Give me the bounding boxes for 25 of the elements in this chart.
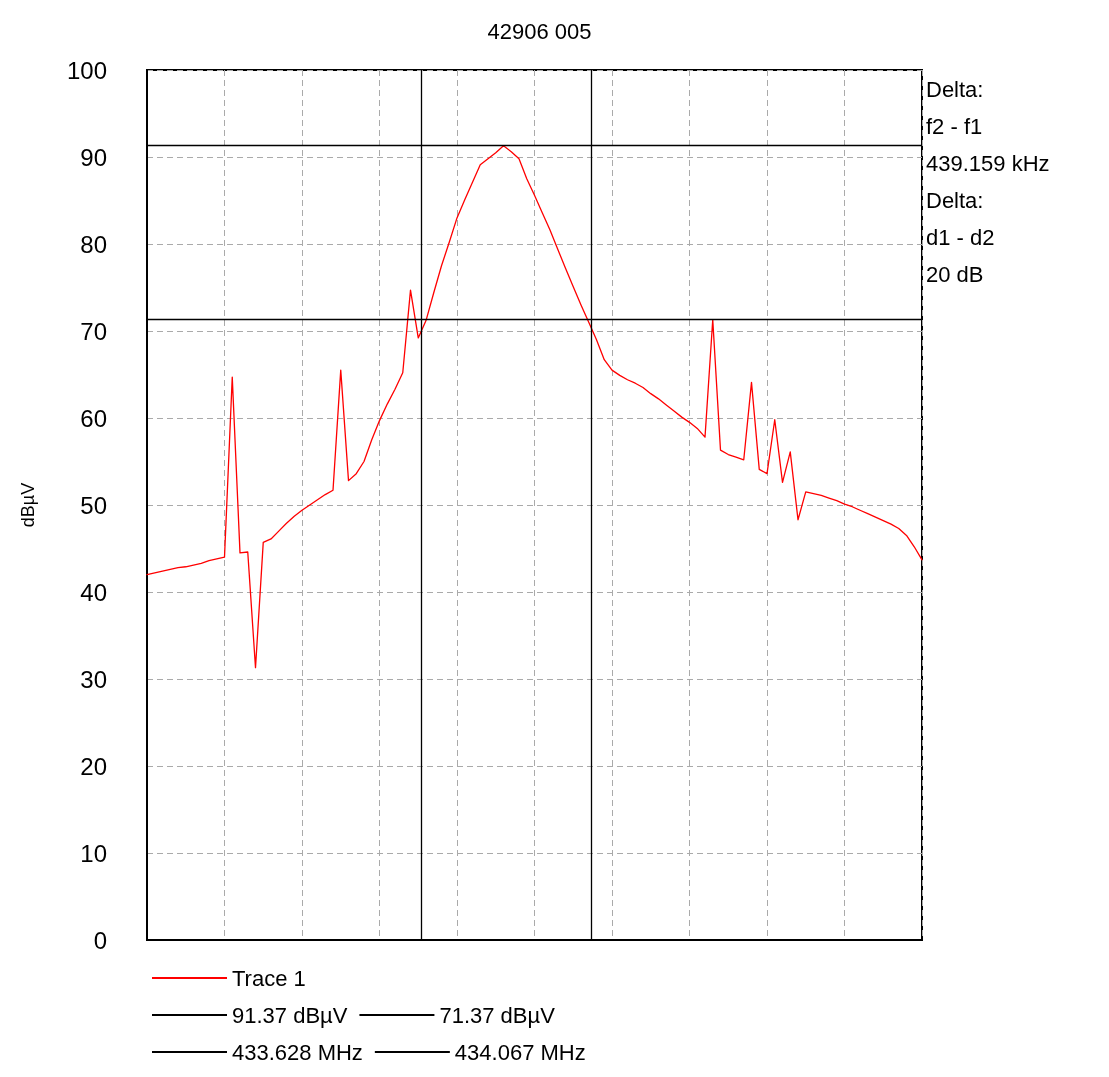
y-tick-label: 10 — [80, 839, 107, 867]
text: 20 dB — [926, 261, 984, 287]
y-tick-label: 0 — [93, 926, 107, 954]
y-tick-label: 70 — [80, 317, 107, 345]
line-series — [146, 145, 923, 669]
y-axis-title: dBµV — [18, 482, 38, 528]
y-tick-label: 100 — [66, 56, 107, 84]
text: 439.159 kHz — [926, 150, 1050, 176]
legend-label: 91.37 dBµV — [232, 1002, 348, 1028]
chart-title: 42906 005 — [487, 18, 592, 44]
text: 434.067 MHz — [454, 1039, 586, 1065]
text: d1 - d2 — [926, 224, 995, 250]
text: 433.628 MHz — [232, 1039, 363, 1065]
text: Delta: — [926, 187, 984, 213]
y-tick-label: 20 — [80, 752, 107, 780]
y-tick-label: 30 — [80, 665, 107, 693]
y-tick-label: 50 — [80, 491, 107, 519]
y-tick-label: 60 — [80, 404, 107, 432]
text: f2 - f1 — [926, 113, 983, 139]
y-tick-label: 90 — [80, 143, 107, 171]
text: Delta: — [926, 76, 984, 102]
y-tick-label: 40 — [80, 578, 107, 606]
y-tick-label: 80 — [80, 230, 107, 258]
legend-label: Trace 1 — [232, 965, 306, 991]
legend-label: 71.37 dBµV — [439, 1002, 556, 1028]
